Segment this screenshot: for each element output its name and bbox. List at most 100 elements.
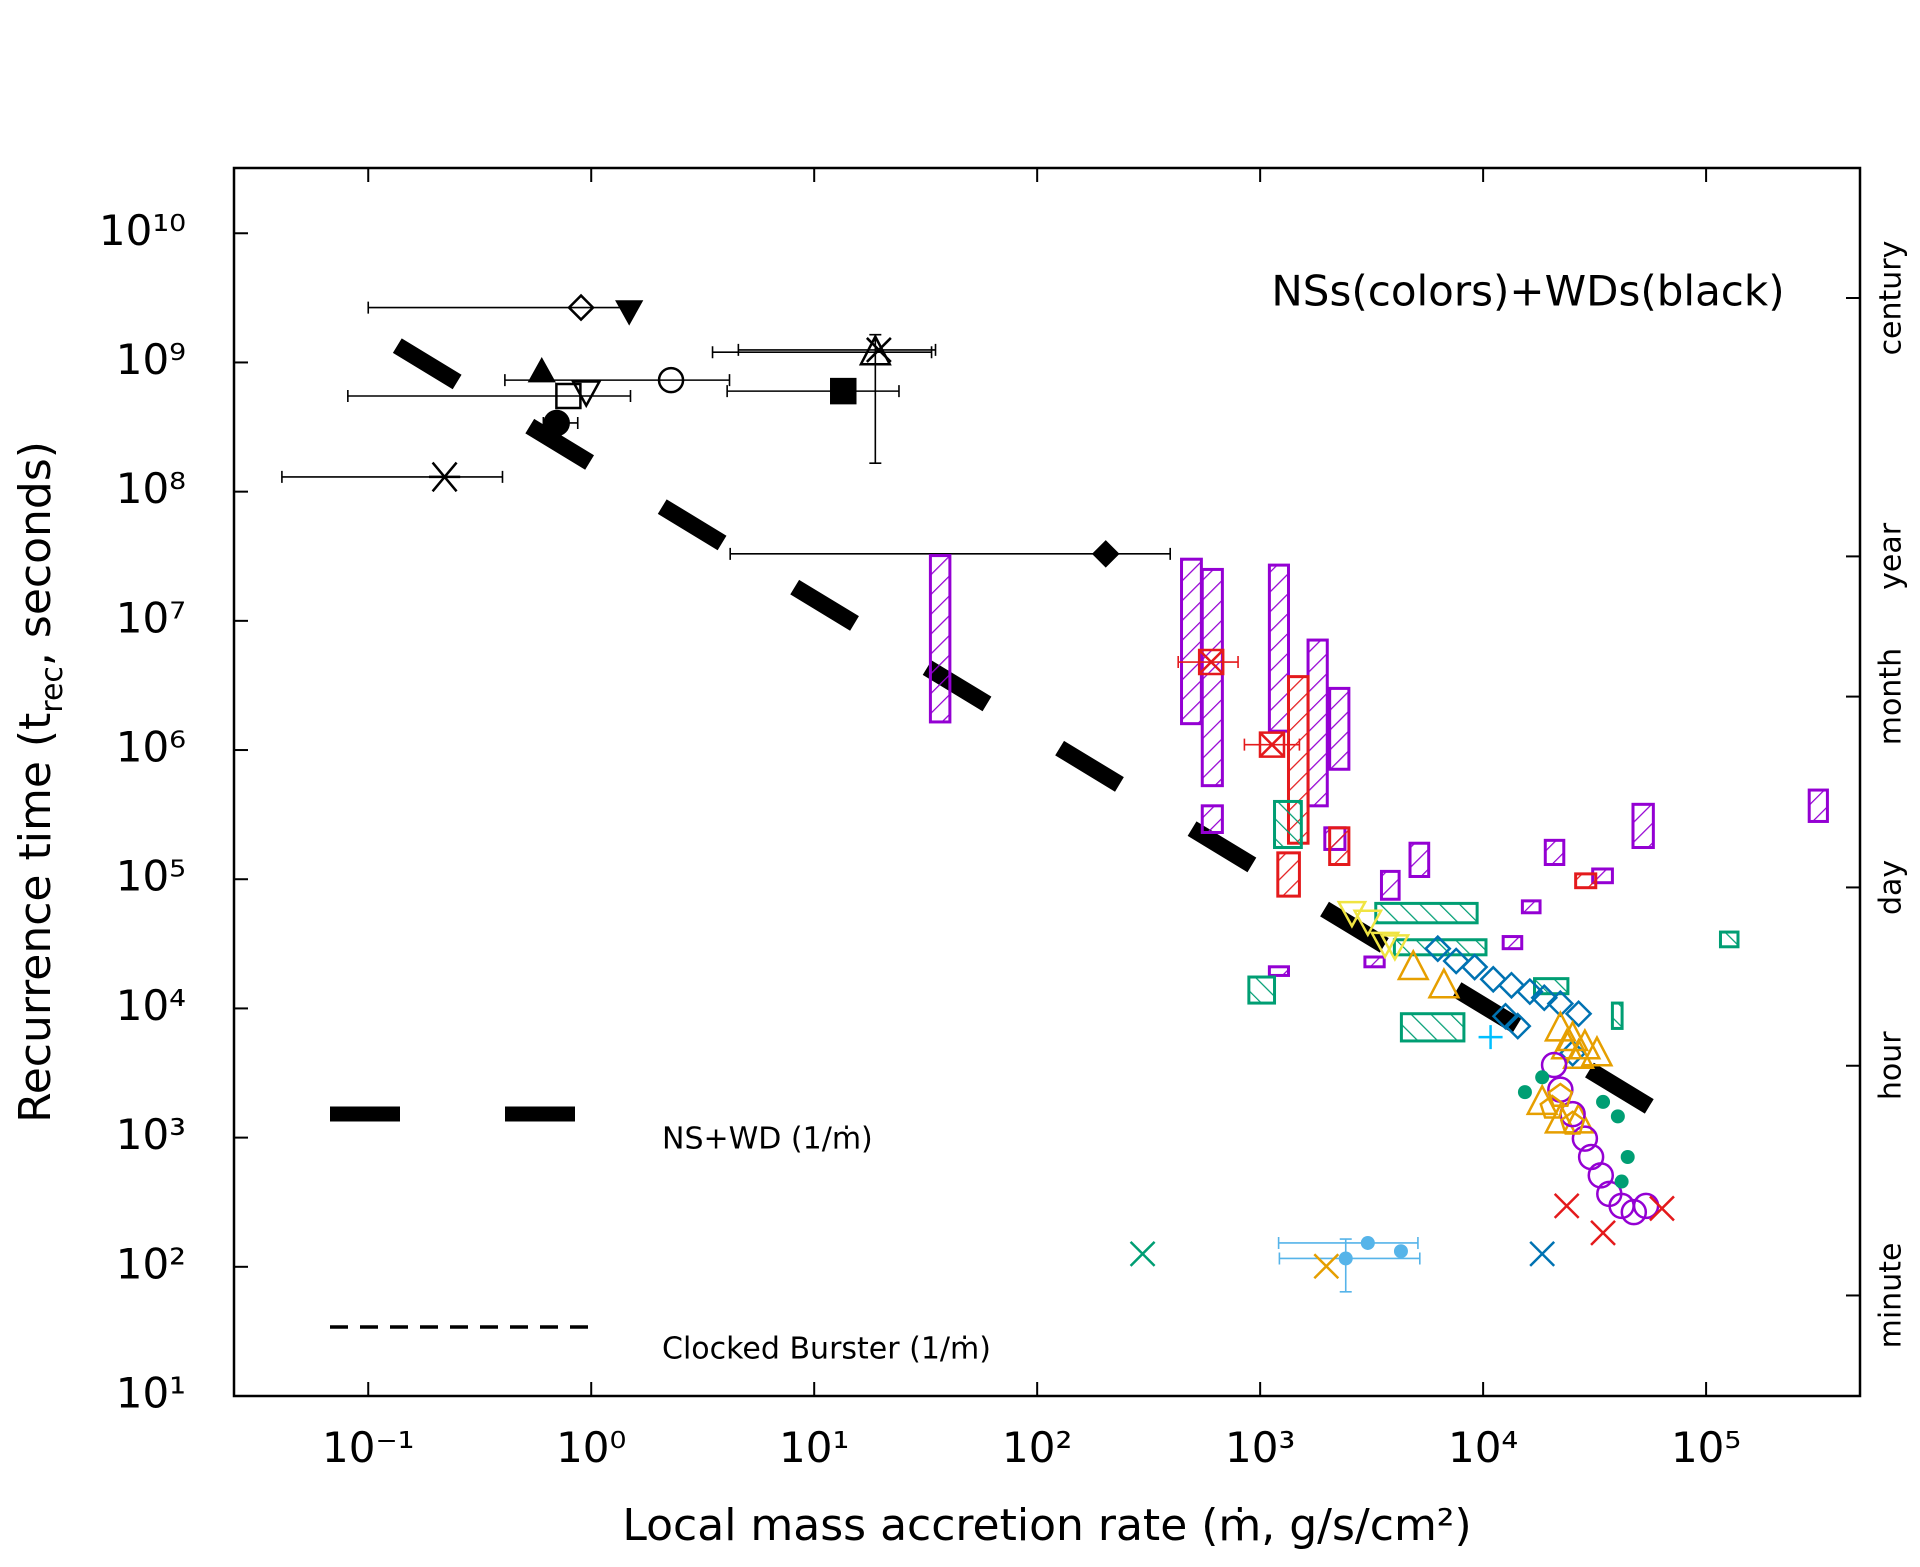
marker <box>1352 909 1384 938</box>
range-box <box>1574 872 1598 890</box>
y-tick-label: 10⁷ <box>116 593 186 642</box>
marker <box>1587 1162 1615 1189</box>
legend-label: NS+WD (1/ṁ) <box>662 1122 873 1157</box>
x-tick-label: 10³ <box>1225 1423 1295 1472</box>
x-error-bar <box>737 343 937 356</box>
range-box <box>1180 557 1203 726</box>
y-tick-label: 10³ <box>116 1110 186 1159</box>
marker <box>1338 1251 1353 1266</box>
x-tick-label: 10¹ <box>779 1423 849 1472</box>
marker <box>1590 1220 1616 1246</box>
marker <box>1460 953 1489 981</box>
plot-frame <box>232 166 1862 1398</box>
y2-tick-label: year <box>1874 522 1909 590</box>
marker <box>1614 1174 1629 1189</box>
marker <box>1550 1027 1584 1060</box>
marker <box>1427 966 1461 999</box>
x-tick-label: 10⁻¹ <box>322 1423 414 1472</box>
range-box <box>1247 975 1277 1005</box>
marker <box>527 356 556 383</box>
x-error-bar <box>1277 1236 1419 1249</box>
marker <box>1479 965 1508 994</box>
range-box <box>1273 799 1303 850</box>
range-box <box>928 554 952 724</box>
x-tick-label: 10⁵ <box>1671 1423 1741 1472</box>
y2-tick-label: century <box>1874 241 1909 356</box>
marker <box>1535 1070 1550 1085</box>
range-box <box>1501 935 1524 951</box>
range-box <box>1200 804 1224 834</box>
y-tick-label: 10⁹ <box>116 335 186 384</box>
marker <box>1379 934 1411 962</box>
range-box <box>1328 686 1351 771</box>
fit-line <box>392 338 1679 1129</box>
y2-tick-label: minute <box>1874 1243 1909 1349</box>
marker <box>1360 1235 1375 1250</box>
marker <box>1517 1085 1532 1100</box>
x-error-bar <box>711 346 933 359</box>
marker <box>1546 989 1575 1018</box>
marker <box>1197 648 1225 676</box>
marker <box>1529 1240 1556 1267</box>
marker <box>1539 1094 1566 1119</box>
marker <box>1503 1012 1532 1040</box>
marker <box>830 377 857 405</box>
range-box <box>1631 802 1655 850</box>
marker <box>1516 977 1544 1006</box>
y-tick-label: 10⁴ <box>116 981 186 1030</box>
marker <box>1423 934 1452 963</box>
marker <box>1313 1253 1340 1280</box>
y2-tick-label: month <box>1874 648 1909 745</box>
y-tick-label: 10⁶ <box>116 723 186 772</box>
range-box <box>1392 938 1488 957</box>
marker <box>1559 1110 1586 1135</box>
range-box <box>1543 838 1566 867</box>
annotation: NSs(colors)+WDs(black) <box>1271 267 1784 316</box>
marker <box>1620 1149 1635 1164</box>
x-tick-label: 10⁰ <box>556 1423 626 1472</box>
range-box <box>1363 955 1386 969</box>
marker <box>1442 947 1470 975</box>
marker <box>615 300 644 326</box>
marker <box>1336 900 1368 929</box>
y-tick-label: 10¹⁰ <box>99 206 186 255</box>
range-box <box>1610 1001 1624 1030</box>
y-tick-label: 10¹ <box>116 1369 186 1418</box>
marker <box>1571 1125 1599 1152</box>
range-box <box>1807 788 1829 823</box>
y-axis-label: Recurrence time (trec, seconds) <box>10 441 70 1123</box>
range-box <box>1276 851 1301 898</box>
marker <box>1393 1244 1408 1259</box>
y2-tick-label: hour <box>1874 1031 1909 1100</box>
marker <box>1580 1034 1614 1067</box>
range-box <box>1267 563 1290 733</box>
x-axis-label: Local mass accretion rate (ṁ, g/s/cm²) <box>622 1500 1471 1551</box>
y2-tick-label: day <box>1874 860 1909 915</box>
marker <box>1564 999 1593 1028</box>
marker <box>1396 948 1430 981</box>
marker <box>1553 1193 1580 1219</box>
y-axis-label-part: Recurrence time (t <box>10 713 61 1123</box>
marker <box>1620 1198 1648 1226</box>
marker <box>1129 1240 1156 1267</box>
marker <box>1258 731 1286 758</box>
marker <box>1525 1083 1559 1116</box>
marker <box>555 382 582 410</box>
range-box <box>1520 899 1542 915</box>
range-box <box>1718 930 1740 949</box>
range-box <box>1328 826 1351 867</box>
marker <box>1369 931 1401 960</box>
marker <box>1478 1025 1503 1050</box>
marker <box>1091 540 1120 568</box>
range-box <box>1408 841 1431 878</box>
marker <box>428 461 461 493</box>
range-box <box>1374 901 1479 925</box>
range-box <box>1200 567 1224 788</box>
marker <box>543 409 570 437</box>
marker <box>1540 1051 1568 1079</box>
y-tick-label: 10² <box>116 1239 186 1288</box>
x-error-bar <box>726 385 900 398</box>
x-tick-label: 10⁴ <box>1448 1423 1518 1472</box>
x-error-bar <box>281 470 504 483</box>
